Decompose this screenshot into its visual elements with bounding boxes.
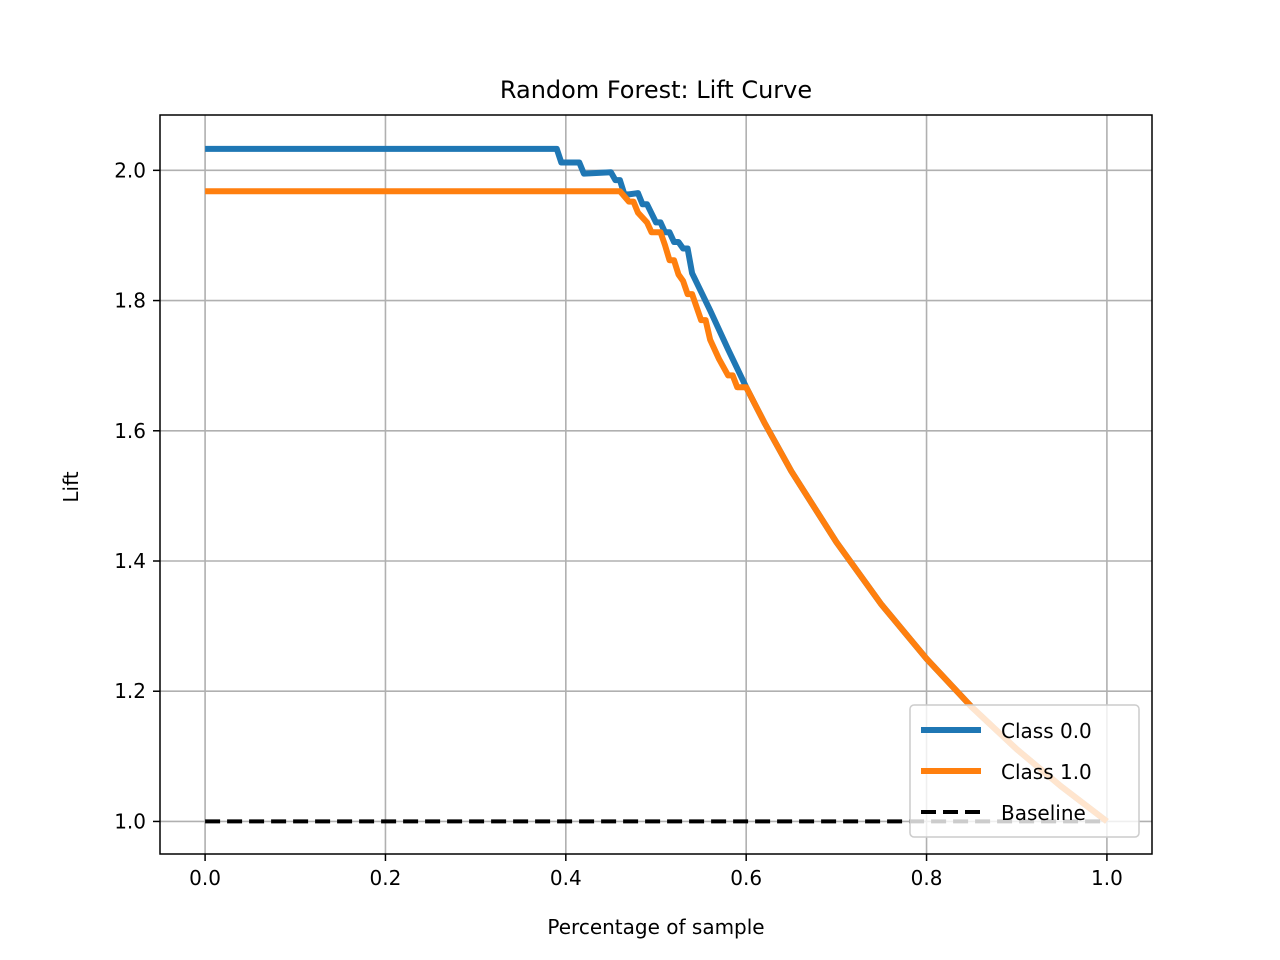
- y-tick-label: 1.8: [114, 289, 146, 313]
- y-tick-label: 1.6: [114, 419, 146, 443]
- x-axis-ticks: 0.0 0.2 0.4 0.6 0.8 1.0: [189, 854, 1123, 890]
- legend-label-baseline: Baseline: [1001, 801, 1086, 825]
- y-tick-label: 2.0: [114, 158, 146, 182]
- y-tick-label: 1.4: [114, 549, 146, 573]
- legend-label-class-0-0: Class 0.0: [1001, 719, 1092, 743]
- legend-label-class-1-0: Class 1.0: [1001, 760, 1092, 784]
- x-tick-label: 0.8: [911, 866, 943, 890]
- x-tick-label: 0.6: [730, 866, 762, 890]
- legend-box: [909, 704, 1140, 838]
- x-tick-label: 0.4: [550, 866, 582, 890]
- x-tick-label: 0.2: [370, 866, 402, 890]
- y-axis-label: Lift: [59, 471, 83, 502]
- plot-frame: [159, 114, 1153, 855]
- x-tick-label: 0.0: [189, 866, 221, 890]
- x-axis-label: Percentage of sample: [547, 915, 764, 939]
- legend: Class 0.0 Class 1.0 Baseline: [909, 704, 1140, 838]
- y-tick-label: 1.0: [114, 809, 146, 833]
- y-axis-ticks: 1.0 1.2 1.4 1.6 1.8 2.0: [114, 158, 160, 833]
- x-tick-label: 1.0: [1091, 866, 1123, 890]
- chart-title: Random Forest: Lift Curve: [500, 76, 812, 104]
- series-line-class-1-0: [205, 188, 1109, 824]
- y-tick-label: 1.2: [114, 679, 146, 703]
